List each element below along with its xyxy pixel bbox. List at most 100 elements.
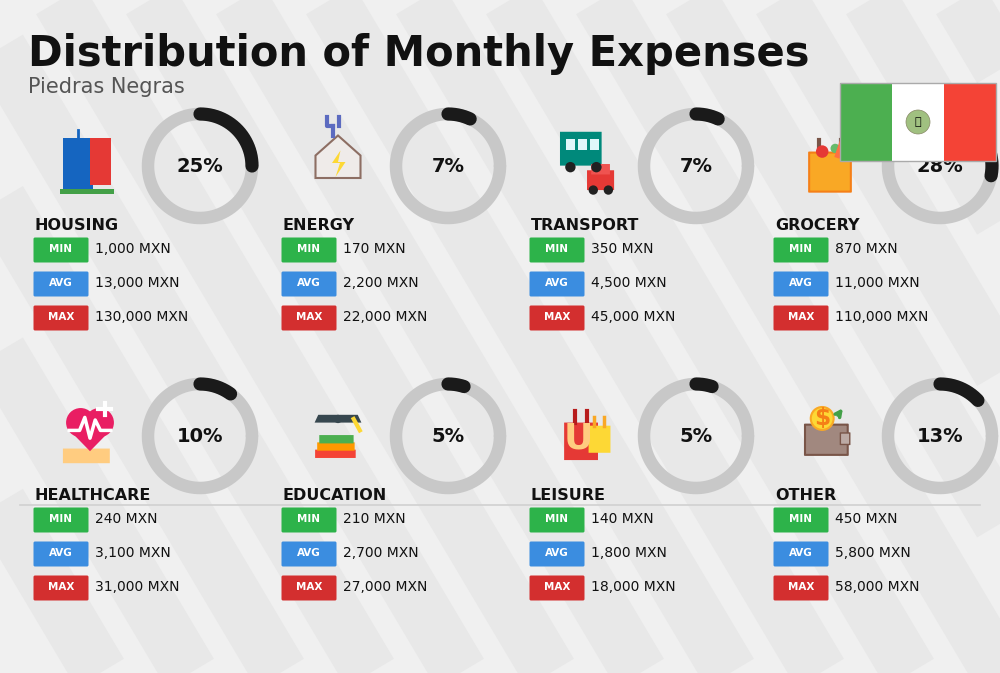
FancyBboxPatch shape — [774, 238, 828, 262]
Text: MIN: MIN — [546, 244, 568, 254]
Bar — [578, 139, 587, 150]
Circle shape — [831, 144, 840, 153]
Text: HEALTHCARE: HEALTHCARE — [35, 488, 151, 503]
Text: TRANSPORT: TRANSPORT — [531, 218, 639, 233]
Text: MIN: MIN — [790, 244, 812, 254]
Text: 3,100 MXN: 3,100 MXN — [95, 546, 171, 560]
Text: 870 MXN: 870 MXN — [835, 242, 898, 256]
Text: 1,800 MXN: 1,800 MXN — [591, 546, 667, 560]
Text: 170 MXN: 170 MXN — [343, 242, 406, 256]
Text: 10%: 10% — [177, 427, 223, 446]
Circle shape — [604, 185, 613, 194]
Text: 7%: 7% — [432, 157, 464, 176]
FancyBboxPatch shape — [809, 153, 851, 192]
Text: Distribution of Monthly Expenses: Distribution of Monthly Expenses — [28, 33, 810, 75]
Text: OTHER: OTHER — [775, 488, 836, 503]
FancyBboxPatch shape — [315, 450, 356, 458]
Bar — [90, 138, 111, 185]
Text: 110,000 MXN: 110,000 MXN — [835, 310, 928, 324]
Circle shape — [906, 110, 930, 134]
Text: 27,000 MXN: 27,000 MXN — [343, 579, 427, 594]
Text: 2,700 MXN: 2,700 MXN — [343, 546, 419, 560]
FancyBboxPatch shape — [774, 507, 828, 532]
Text: MAX: MAX — [788, 312, 814, 322]
FancyBboxPatch shape — [530, 271, 584, 297]
Polygon shape — [332, 151, 346, 177]
FancyBboxPatch shape — [282, 238, 336, 262]
Text: MIN: MIN — [546, 513, 568, 524]
Text: 5,800 MXN: 5,800 MXN — [835, 546, 911, 560]
Circle shape — [816, 145, 828, 157]
Text: GROCERY: GROCERY — [775, 218, 860, 233]
Text: MAX: MAX — [544, 312, 570, 322]
Text: $: $ — [814, 407, 830, 430]
Circle shape — [66, 408, 95, 437]
Text: MAX: MAX — [544, 581, 570, 592]
FancyBboxPatch shape — [774, 575, 828, 600]
Text: Piedras Negras: Piedras Negras — [28, 77, 185, 97]
Text: 22,000 MXN: 22,000 MXN — [343, 310, 427, 324]
Text: 1,000 MXN: 1,000 MXN — [95, 242, 171, 256]
Bar — [62, 138, 93, 193]
Text: 140 MXN: 140 MXN — [591, 511, 654, 526]
Text: AVG: AVG — [545, 278, 569, 287]
FancyBboxPatch shape — [530, 238, 584, 262]
FancyBboxPatch shape — [840, 433, 850, 444]
FancyBboxPatch shape — [282, 542, 336, 567]
FancyBboxPatch shape — [530, 575, 584, 600]
Text: HOUSING: HOUSING — [35, 218, 119, 233]
Text: AVG: AVG — [789, 548, 813, 558]
Polygon shape — [67, 428, 113, 451]
Text: MAX: MAX — [296, 581, 322, 592]
FancyBboxPatch shape — [774, 271, 828, 297]
Text: MIN: MIN — [298, 513, 320, 524]
FancyBboxPatch shape — [317, 442, 355, 451]
Text: 210 MXN: 210 MXN — [343, 511, 406, 526]
Text: MIN: MIN — [298, 244, 320, 254]
Text: AVG: AVG — [297, 548, 321, 558]
Text: 13,000 MXN: 13,000 MXN — [95, 276, 180, 289]
Bar — [892, 83, 944, 161]
Text: 31,000 MXN: 31,000 MXN — [95, 579, 180, 594]
Text: EDUCATION: EDUCATION — [283, 488, 387, 503]
Text: MAX: MAX — [788, 581, 814, 592]
Circle shape — [811, 407, 834, 430]
Text: MIN: MIN — [790, 513, 812, 524]
Text: AVG: AVG — [297, 278, 321, 287]
FancyBboxPatch shape — [34, 271, 88, 297]
Text: AVG: AVG — [49, 548, 73, 558]
FancyBboxPatch shape — [564, 423, 598, 460]
FancyBboxPatch shape — [530, 542, 584, 567]
Text: 7%: 7% — [680, 157, 712, 176]
FancyBboxPatch shape — [587, 170, 614, 190]
Text: AVG: AVG — [49, 278, 73, 287]
FancyBboxPatch shape — [34, 238, 88, 262]
Bar — [60, 189, 114, 194]
FancyBboxPatch shape — [589, 426, 610, 453]
Text: AVG: AVG — [545, 548, 569, 558]
Circle shape — [334, 415, 342, 423]
Bar — [840, 83, 996, 161]
Text: 2,200 MXN: 2,200 MXN — [343, 276, 419, 289]
Text: MAX: MAX — [48, 312, 74, 322]
FancyBboxPatch shape — [282, 507, 336, 532]
Text: 4,500 MXN: 4,500 MXN — [591, 276, 667, 289]
Text: 350 MXN: 350 MXN — [591, 242, 654, 256]
Text: 18,000 MXN: 18,000 MXN — [591, 579, 676, 594]
Circle shape — [589, 185, 598, 194]
Text: U: U — [564, 421, 593, 455]
FancyBboxPatch shape — [34, 542, 88, 567]
Circle shape — [591, 162, 602, 172]
Text: MIN: MIN — [50, 513, 72, 524]
Circle shape — [565, 162, 576, 172]
Text: 5%: 5% — [679, 427, 713, 446]
FancyBboxPatch shape — [282, 575, 336, 600]
FancyBboxPatch shape — [319, 435, 354, 444]
Text: ENERGY: ENERGY — [283, 218, 355, 233]
FancyBboxPatch shape — [63, 449, 110, 463]
Circle shape — [85, 408, 114, 437]
Bar — [840, 83, 892, 161]
FancyBboxPatch shape — [34, 306, 88, 330]
Text: MAX: MAX — [48, 581, 74, 592]
FancyBboxPatch shape — [591, 164, 610, 174]
